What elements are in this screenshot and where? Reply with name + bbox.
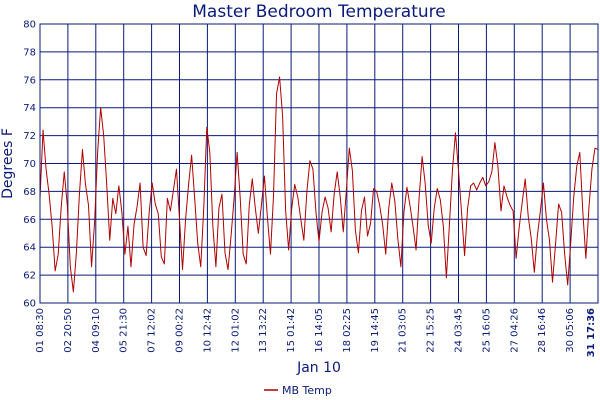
x-tick-label: 05 21:30 (119, 308, 130, 353)
y-tick-label: 76 (23, 75, 36, 86)
legend: MB Temp (264, 384, 332, 397)
x-tick-label: 16 14:05 (314, 308, 325, 353)
y-tick-label: 62 (23, 271, 36, 282)
plot-frame (39, 23, 599, 304)
y-tick-label: 72 (23, 131, 36, 142)
y-tick-label: 70 (23, 159, 36, 170)
series-layer (39, 76, 599, 293)
y-axis-label: Degrees F (0, 128, 16, 199)
x-axis-ticks: 01 08:30 02 20:50 04 09:10 05 21:30 07 12:02… (35, 308, 597, 357)
y-axis-ticks: 60 62 64 66 68 70 72 74 76 78 80 (23, 20, 36, 310)
y-tick-label: 68 (23, 187, 36, 198)
x-tick-label: 24 03:45 (454, 308, 465, 353)
y-tick-label: 60 (23, 299, 36, 310)
x-tick-label: 19 14:45 (370, 308, 381, 353)
y-tick-label: 64 (23, 243, 36, 254)
x-tick-label: 09 00:22 (175, 308, 186, 353)
x-tick-label: 12 01:02 (230, 308, 241, 353)
x-tick-label: 18 02:25 (342, 308, 353, 353)
x-tick-label: 22 15:25 (426, 308, 437, 353)
x-axis-label: Jan 10 (296, 360, 341, 376)
y-tick-label: 74 (23, 103, 36, 114)
x-tick-label: 01 08:30 (35, 308, 46, 353)
x-tick-label: 31 17:36 (586, 308, 597, 357)
x-tick-label: 13 13:22 (258, 308, 269, 353)
legend-label-mb-temp: MB Temp (282, 384, 332, 397)
x-tick-label: 27 04:26 (509, 308, 520, 353)
y-tick-label: 66 (23, 215, 36, 226)
x-tick-label: 25 16:05 (481, 308, 492, 353)
x-tick-label: 07 12:02 (147, 308, 158, 353)
series-line-mb-temp (39, 76, 599, 293)
chart-title: Master Bedroom Temperature (192, 2, 445, 22)
x-tick-label: 21 03:05 (398, 308, 409, 353)
x-tick-label: 15 01:42 (286, 308, 297, 353)
grid-lines (39, 23, 599, 304)
x-tick-label: 10 12:42 (202, 308, 213, 353)
x-tick-label: 30 05:06 (565, 308, 576, 353)
y-tick-label: 78 (23, 47, 36, 58)
x-tick-label: 28 16:46 (537, 308, 548, 353)
x-tick-label: 04 09:10 (91, 308, 102, 353)
x-tick-label: 02 20:50 (63, 308, 74, 353)
y-tick-label: 80 (23, 20, 36, 31)
